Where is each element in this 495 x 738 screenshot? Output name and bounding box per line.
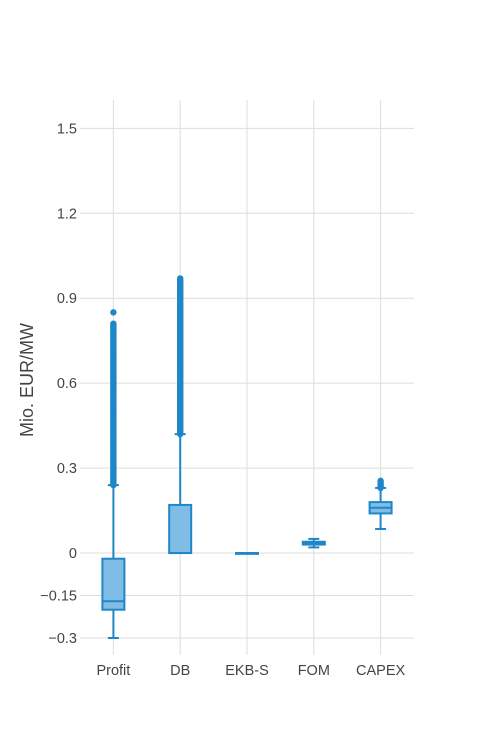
y-axis-label: Mio. EUR/MW [17,323,37,437]
boxes [101,275,393,640]
y-tick-label: −0.3 [48,631,77,647]
y-tick-label: −0.15 [40,589,77,605]
box-body [101,557,126,611]
outlier-point [177,275,184,282]
box-capex [368,477,393,530]
y-tick-label: 1.2 [57,206,77,222]
y-tick-label: 0.6 [57,376,77,392]
box-ekb-s [235,552,259,555]
box-db [168,275,193,555]
box-body [168,503,193,555]
outlier-point [377,477,384,485]
outlier-point [110,320,117,327]
outlier-point [110,309,117,316]
box-fom [301,537,326,549]
x-axis: Profit DB EKB-S FOM CAPEX [96,663,405,679]
x-tick-label: EKB-S [225,663,269,679]
y-tick-label: 0.3 [57,461,77,477]
box-profit [101,309,126,640]
x-tick-label: Profit [96,663,130,679]
y-axis: 1.5 1.2 0.9 0.6 0.3 0 −0.15 −0.3 [40,121,77,647]
y-tick-label: 1.5 [57,121,77,137]
y-tick-label: 0.9 [57,291,77,307]
y-tick-label: 0 [69,546,77,562]
x-tick-label: DB [170,663,190,679]
x-tick-label: FOM [298,663,330,679]
x-tick-label: CAPEX [356,663,405,679]
grid-lines [80,100,414,655]
